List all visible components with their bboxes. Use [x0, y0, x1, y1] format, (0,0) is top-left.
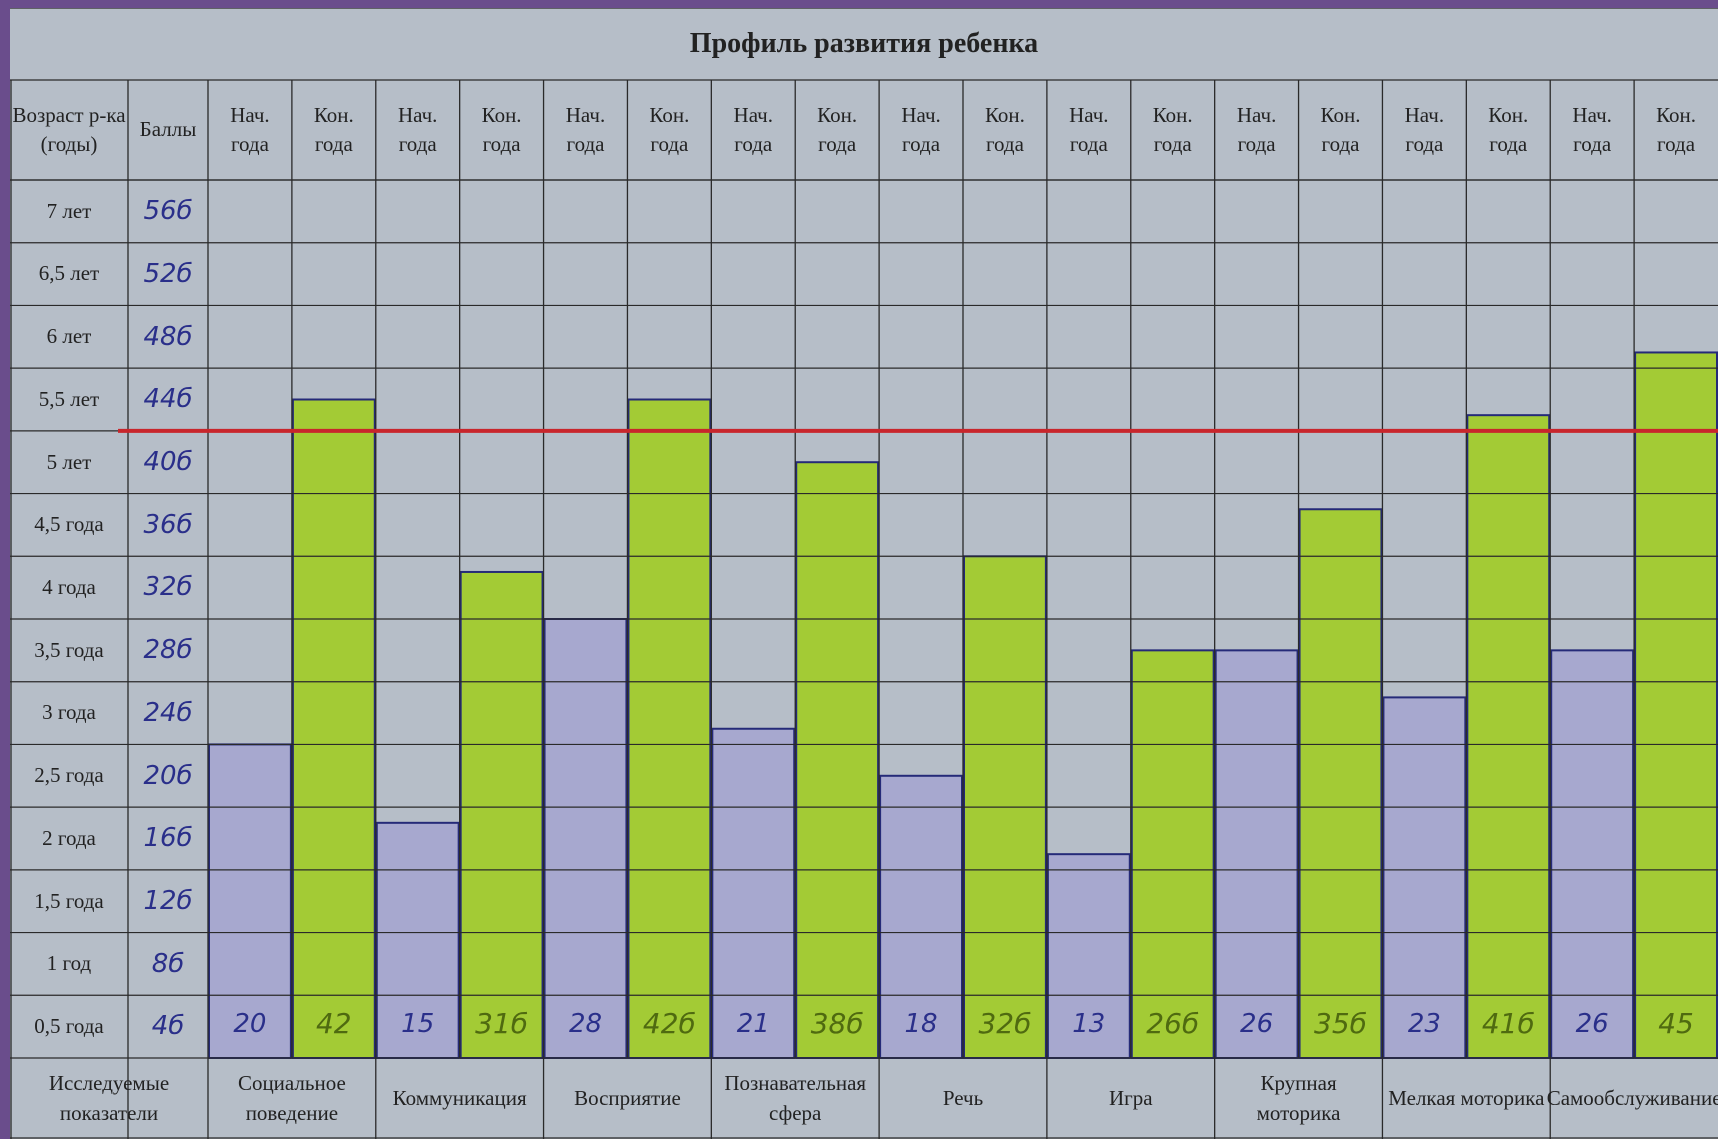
age-label: 3 года: [10, 682, 128, 745]
series-header: Нач. года: [544, 80, 628, 180]
score-header: Баллы: [128, 80, 208, 180]
bar: [1467, 415, 1549, 1058]
value-label: 26б: [1131, 996, 1215, 1052]
y-tick-label: 12б: [128, 870, 208, 933]
value-label: 35б: [1299, 996, 1383, 1052]
age-label: 0,5 года: [10, 995, 128, 1058]
value-label: 23: [1382, 996, 1466, 1052]
category-label: Познавательная сфера: [711, 1058, 879, 1139]
value-label: 38б: [795, 996, 879, 1052]
series-header: Кон. года: [460, 80, 544, 180]
y-tick-label: 40б: [128, 431, 208, 494]
category-label: Речь: [879, 1058, 1047, 1139]
age-label: 7 лет: [10, 180, 128, 243]
age-header: Возраст р-ка (годы): [10, 80, 128, 180]
series-header: Кон. года: [292, 80, 376, 180]
age-label: 2,5 года: [10, 744, 128, 807]
age-label: 2 года: [10, 807, 128, 870]
bar: [796, 462, 878, 1058]
bar: [628, 400, 710, 1059]
series-header: Нач. года: [1382, 80, 1466, 180]
series-header: Кон. года: [1634, 80, 1718, 180]
chart-title: Профиль развития ребенка: [10, 8, 1718, 80]
value-label: 45: [1634, 996, 1718, 1052]
value-label: 26: [1215, 996, 1299, 1052]
bar: [1300, 509, 1382, 1058]
series-header: Кон. года: [1299, 80, 1383, 180]
y-tick-label: 36б: [128, 494, 208, 557]
series-header: Нач. года: [1215, 80, 1299, 180]
y-tick-label: 56б: [128, 180, 208, 243]
series-header: Кон. года: [627, 80, 711, 180]
value-label: 42: [292, 996, 376, 1052]
value-label: 13: [1047, 996, 1131, 1052]
value-label: 26: [1550, 996, 1634, 1052]
age-label: 6,5 лет: [10, 243, 128, 306]
y-tick-label: 48б: [128, 305, 208, 368]
y-tick-label: 20б: [128, 744, 208, 807]
value-label: 15: [376, 996, 460, 1052]
value-label: 42б: [627, 996, 711, 1052]
category-label: Социальное поведение: [208, 1058, 376, 1139]
value-label: 20: [208, 996, 292, 1052]
category-label: Самообслуживание: [1550, 1058, 1718, 1139]
y-tick-label: 44б: [128, 368, 208, 431]
value-label: 28: [544, 996, 628, 1052]
category-label: Коммуникация: [376, 1058, 544, 1139]
series-header: Нач. года: [208, 80, 292, 180]
y-tick-label: 24б: [128, 682, 208, 745]
y-tick-label: 8б: [128, 933, 208, 996]
age-label: 4,5 года: [10, 494, 128, 557]
bar: [545, 619, 627, 1058]
series-header: Кон. года: [1131, 80, 1215, 180]
age-label: 4 года: [10, 556, 128, 619]
bar: [1635, 352, 1717, 1058]
series-header: Кон. года: [963, 80, 1047, 180]
value-label: 18: [879, 996, 963, 1052]
bar: [293, 400, 375, 1059]
series-header: Нач. года: [879, 80, 963, 180]
series-header: Кон. года: [1466, 80, 1550, 180]
y-tick-label: 32б: [128, 556, 208, 619]
age-label: 5 лет: [10, 431, 128, 494]
y-tick-label: 4б: [128, 995, 208, 1058]
category-label: Игра: [1047, 1058, 1215, 1139]
series-header: Кон. года: [795, 80, 879, 180]
category-header: Исследуемые показатели: [10, 1058, 208, 1139]
age-label: 5,5 лет: [10, 368, 128, 431]
y-tick-label: 52б: [128, 243, 208, 306]
series-header: Нач. года: [1550, 80, 1634, 180]
value-label: 41б: [1466, 996, 1550, 1052]
category-label: Мелкая моторика: [1382, 1058, 1550, 1139]
bar: [461, 572, 543, 1058]
value-label: 31б: [460, 996, 544, 1052]
age-label: 6 лет: [10, 305, 128, 368]
age-label: 1,5 года: [10, 870, 128, 933]
age-label: 3,5 года: [10, 619, 128, 682]
value-label: 32б: [963, 996, 1047, 1052]
series-header: Нач. года: [376, 80, 460, 180]
age-label: 1 год: [10, 933, 128, 996]
value-label: 21: [711, 996, 795, 1052]
category-label: Крупная моторика: [1215, 1058, 1383, 1139]
category-label: Восприятие: [544, 1058, 712, 1139]
series-header: Нач. года: [711, 80, 795, 180]
y-tick-label: 28б: [128, 619, 208, 682]
y-tick-label: 16б: [128, 807, 208, 870]
series-header: Нач. года: [1047, 80, 1131, 180]
